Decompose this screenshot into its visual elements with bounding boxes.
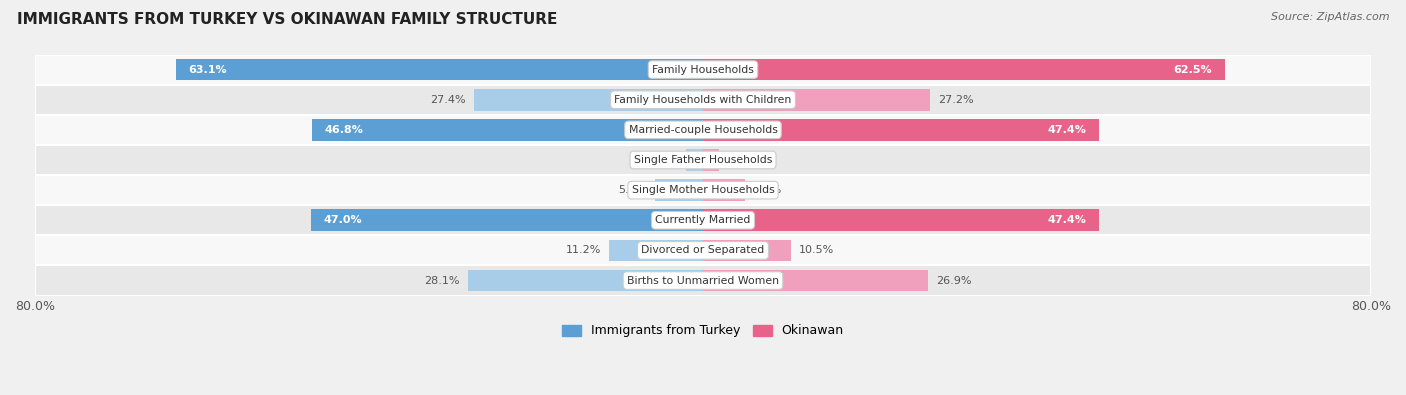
Text: Births to Unmarried Women: Births to Unmarried Women: [627, 276, 779, 286]
Bar: [35, 205, 1371, 235]
Text: 10.5%: 10.5%: [799, 245, 834, 256]
Bar: [312, 119, 703, 141]
Text: 1.9%: 1.9%: [727, 155, 755, 165]
Text: 26.9%: 26.9%: [936, 276, 972, 286]
Text: 27.2%: 27.2%: [938, 95, 974, 105]
Text: Divorced or Separated: Divorced or Separated: [641, 245, 765, 256]
Bar: [35, 115, 1371, 145]
Text: 28.1%: 28.1%: [425, 276, 460, 286]
Bar: [703, 240, 790, 261]
Text: 47.4%: 47.4%: [1047, 215, 1087, 225]
Text: 46.8%: 46.8%: [325, 125, 364, 135]
Text: Married-couple Households: Married-couple Households: [628, 125, 778, 135]
Bar: [35, 235, 1371, 265]
Bar: [35, 55, 1371, 85]
Bar: [686, 149, 703, 171]
Bar: [703, 179, 745, 201]
Text: Source: ZipAtlas.com: Source: ZipAtlas.com: [1271, 12, 1389, 22]
Bar: [311, 209, 703, 231]
Text: Currently Married: Currently Married: [655, 215, 751, 225]
Bar: [703, 270, 928, 292]
Legend: Immigrants from Turkey, Okinawan: Immigrants from Turkey, Okinawan: [557, 320, 849, 342]
Bar: [703, 89, 931, 111]
Text: Family Households with Children: Family Households with Children: [614, 95, 792, 105]
Bar: [609, 240, 703, 261]
Text: 63.1%: 63.1%: [188, 64, 228, 75]
Bar: [703, 149, 718, 171]
Bar: [703, 59, 1225, 81]
Text: 27.4%: 27.4%: [430, 95, 465, 105]
Text: 47.0%: 47.0%: [323, 215, 361, 225]
Text: 2.0%: 2.0%: [650, 155, 678, 165]
Bar: [703, 119, 1099, 141]
Text: Single Father Households: Single Father Households: [634, 155, 772, 165]
Bar: [35, 145, 1371, 175]
Text: 47.4%: 47.4%: [1047, 125, 1087, 135]
Text: 11.2%: 11.2%: [565, 245, 602, 256]
Bar: [468, 270, 703, 292]
Text: IMMIGRANTS FROM TURKEY VS OKINAWAN FAMILY STRUCTURE: IMMIGRANTS FROM TURKEY VS OKINAWAN FAMIL…: [17, 12, 557, 27]
Text: Family Households: Family Households: [652, 64, 754, 75]
Bar: [655, 179, 703, 201]
Text: Single Mother Households: Single Mother Households: [631, 185, 775, 195]
Text: 5.0%: 5.0%: [754, 185, 782, 195]
Bar: [35, 85, 1371, 115]
Bar: [474, 89, 703, 111]
Bar: [176, 59, 703, 81]
Text: 62.5%: 62.5%: [1174, 64, 1212, 75]
Bar: [703, 209, 1099, 231]
Text: 5.7%: 5.7%: [619, 185, 647, 195]
Bar: [35, 175, 1371, 205]
Bar: [35, 265, 1371, 295]
